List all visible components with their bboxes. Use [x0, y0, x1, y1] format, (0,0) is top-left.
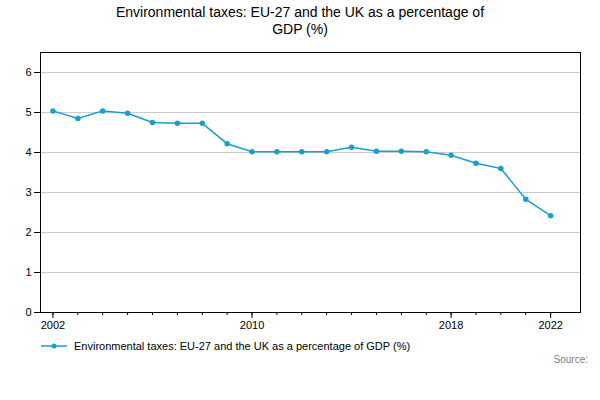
svg-text:2: 2	[25, 226, 31, 238]
svg-text:0: 0	[25, 306, 31, 318]
html-text:Source:: Source:	[553, 354, 588, 365]
svg-text:2010: 2010	[240, 319, 264, 331]
svg-text:1: 1	[25, 266, 31, 278]
svg-text:6: 6	[25, 66, 31, 78]
svg-text:2022: 2022	[538, 319, 562, 331]
svg-text:2002: 2002	[41, 319, 65, 331]
svg-text:3: 3	[25, 186, 31, 198]
svg-text:4: 4	[25, 146, 31, 158]
svg-text:2018: 2018	[439, 319, 463, 331]
html-text:Environmental taxes: EU-27 and: Environmental taxes: EU-27 and the UK as…	[74, 340, 411, 352]
html-text:Environmental taxes: EU-27 and: Environmental taxes: EU-27 and the UK as…	[115, 4, 484, 37]
svg-text:5: 5	[25, 106, 31, 118]
